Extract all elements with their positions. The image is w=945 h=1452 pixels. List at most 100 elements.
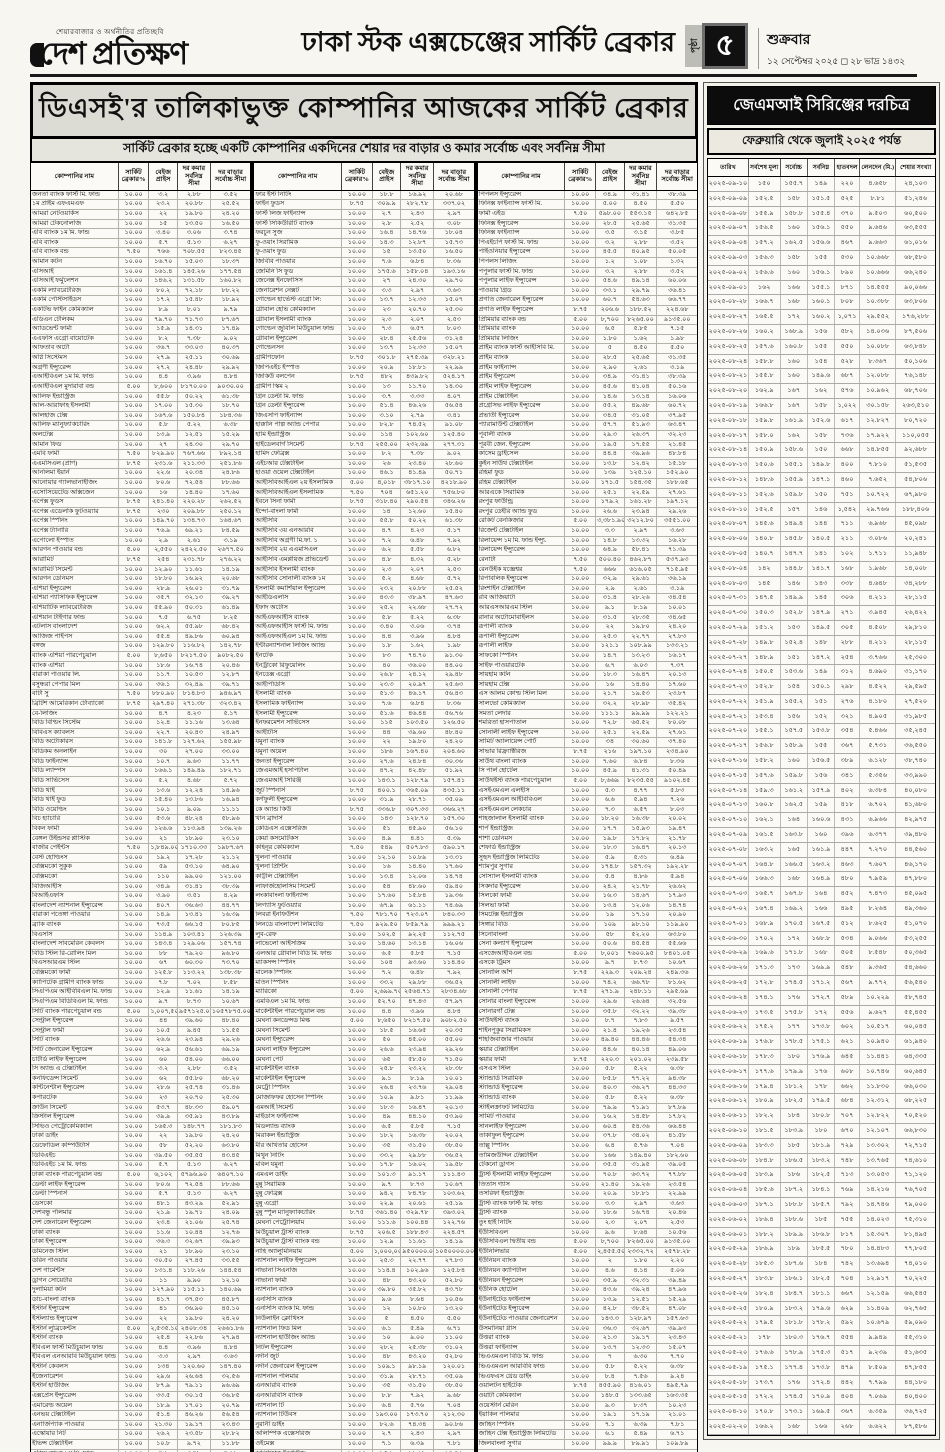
company-name-cell: কে অ্যান্ড কিউ: [254, 805, 343, 815]
table-header-cell: দর কমার সর্বনিম্ন সীমা: [625, 163, 658, 190]
value-cell: ২.০৭: [625, 1218, 658, 1228]
table-row: পূরবী জেন. ইন্স্যুরেন্স ১০.০০ ১৯.৫ ১৭.৫৫ ২১.…: [477, 440, 697, 451]
value-cell: ১০৮.৯৯: [625, 642, 658, 651]
value-cell: ১.৯৬৮: [860, 561, 897, 576]
value-cell: ১০.০০: [342, 296, 373, 306]
value-cell: ৯.৭: [596, 959, 625, 969]
value-cell: ৫১,০৭০: [904, 919, 928, 927]
table-row: আরএকে সিরামিক ১০.০০ ২৫.১ ২২.৫৯ ২৭.৬১: [477, 488, 697, 499]
value-cell: ২০.০২: [444, 1132, 463, 1140]
value-cell: ১০.০০: [119, 719, 150, 728]
value-cell: ২৩.৫৪: [668, 1180, 687, 1188]
value-cell: ১০.৫৩: [178, 671, 211, 680]
value-cell: ১০৪: [373, 959, 402, 969]
value-cell: ১৫৮.৯: [781, 739, 808, 754]
company-name-cell: ট্রাস্ট ইসলামী লাইফ ইন্স্যুরেন্স: [478, 1170, 566, 1180]
value-cell: ১৩.১৪: [401, 940, 435, 949]
value-cell: ৪৭.৪৩: [401, 997, 435, 1007]
gmi-table-row: ২০২৫-০৭-০৭ ১৬৪.৮ ১৬৬.৫ ১৬৩.২ ৪৬৩ ৭.৬০৭ ৪৬,১৭০: [708, 857, 935, 873]
value-cell: ১০.০০: [565, 1324, 597, 1334]
value-cell: ২৯.৬: [596, 997, 625, 1007]
value-cell: ১২৫.৮: [149, 969, 178, 978]
value-cell: ২৭.৮৩: [668, 632, 687, 640]
value-cell: ১০.০০: [342, 315, 373, 325]
table-row: গ্রামীণ স্কিম ২ ১০.০০ ১৩ ১১.৭০ ১৪.৩০: [254, 382, 474, 393]
value-cell: ৩১,৯৮৫: [904, 712, 928, 720]
value-cell: ৮০,৭২০: [904, 416, 928, 424]
company-name-cell: সি পার্ল হোটেল: [478, 767, 566, 776]
value-cell: ৪৪.৪৬: [625, 1036, 658, 1045]
company-name-cell: ট্রাস্ট ব্যাংক ফার্স্ট মি. ফান্ড: [478, 1199, 566, 1209]
value-cell: ৮.৭৫: [342, 200, 373, 209]
date-cell: ২০২৫-০৭-২২: [708, 694, 749, 709]
value-cell: ২০.১৩: [444, 1103, 463, 1111]
value-cell: ৯.৭৯: [223, 306, 238, 314]
table-row: এমারেল্ড অয়েল ১০.০০ ১৮.৯ ১৭.০১ ২০.৭৯: [31, 1401, 251, 1412]
value-cell: ৬৬.৭৮: [625, 978, 658, 988]
value-cell: ৬০.৩০: [178, 959, 211, 969]
newspaper-logo: দেশ প্রতিক্ষণ: [30, 38, 221, 69]
value-cell: ১০.০০: [342, 584, 373, 594]
date-cell: ২০২৫-০৪-১০: [708, 1405, 749, 1419]
value-cell: ১৭৯.৫: [808, 1094, 836, 1109]
value-cell: ৮,৬৬৯: [596, 776, 625, 786]
value-cell: ৭০৮.৫৫: [178, 248, 211, 257]
gmi-table-row: ২০২৫-০৭-০৯ ১৬১.৫ ১৬৩.৮ ১৬০ ৩৯৬ ৬.৩৭৭ ৩৯,৪৮০: [708, 828, 935, 843]
table-row: স্কয়ার ফার্মা ৮.৭৫ ২২০.৩ ২০১.০২ ২৩৯.৫৮: [477, 1055, 697, 1066]
gmi-table-row: ২০২৫-০৭-০১ ১৬৮.৯ ১৭০.৫ ১৬৭.৫ ৫১২ ৮.৬২৫ ৫১,০৭০: [708, 916, 935, 932]
value-cell: ১৬৬.৩: [749, 872, 781, 887]
company-name-cell: ফু-ওয়াং ফুড: [254, 248, 343, 257]
value-cell: ৮২৬৫.০০: [625, 1238, 658, 1247]
value-cell: ৮০.৬: [149, 479, 178, 488]
value-cell: ২৭.৯৪: [221, 1334, 240, 1342]
company-name-cell: আইসিবিআইএল ইসলামিক: [254, 488, 343, 498]
value-cell: ১৫৯.৩: [749, 783, 781, 798]
table-row: সিলকো ফার্মা ১০.০০ ১৬.৩ ১৪.৬৭ ১৭.৯৩: [477, 892, 697, 902]
value-cell: ৭৫১: [835, 487, 861, 502]
value-cell: ১০.০০: [565, 603, 597, 613]
value-cell: ৫.৫৮: [401, 546, 435, 555]
company-name-cell: মার্কেন্টাইল ব্যাংক: [254, 1065, 343, 1074]
value-cell: ১৫.১৮: [668, 459, 687, 467]
value-cell: ২৯.৭৯: [625, 286, 658, 296]
value-cell: ২৩০: [149, 507, 178, 517]
value-cell: ১০.০০: [119, 930, 150, 940]
table-row: কপারটেক ১০.০০ ২৩ ২০.৭০ ২৫.৩০: [31, 1094, 251, 1104]
value-cell: ৫.০০: [119, 1170, 150, 1180]
value-cell: ৭৬৭.৬৬: [178, 450, 211, 459]
table-row: তাকাফুল ইন্স্যুরেন্স ১০.০০ ৩৭.৮ ৩৪.০২ ৪১.৫৮: [477, 1132, 697, 1143]
gmi-table-header: তারিখ সর্বশেষ মূল্য সর্বোচ্চ সর্বনিম্ন হাতবদ…: [708, 159, 935, 177]
company-name-cell: ইস্টার্ন কেবলস: [31, 1363, 119, 1372]
value-cell: ৪৫৫.৯০: [596, 1382, 625, 1391]
value-cell: ১৭.৯৩: [668, 892, 687, 900]
value-cell: ৫৩.৯০: [444, 1113, 463, 1121]
value-cell: ১৫৫.৭: [781, 177, 808, 191]
value-cell: ৪.৬৯০: [860, 665, 897, 680]
value-cell: ৪৮: [373, 1353, 402, 1363]
company-name-cell: অগ্রণী ইন্স্যুরেন্স: [31, 363, 119, 373]
value-cell: ১১.৫৫: [221, 1026, 240, 1034]
value-cell: ১০.০০: [119, 1266, 150, 1276]
table-row: বিবিএস ক্যাবলস ১০.০০ ২২.৭ ২০.৪৩ ২৪.৯৭: [31, 728, 251, 739]
table-row: আমান কটন ১০.০০ ১৬.৭০ ১৫.০৩ ১৮.৩৭: [31, 258, 251, 268]
value-cell: ৪৭,৮৮০: [904, 875, 928, 883]
company-name-cell: আরএকে সিরামিক: [478, 488, 566, 498]
table-row: এটলাস বাংলাদেশ ১০.০০ ৬২.২ ৫৫.৯৮ ৬৮.৪২: [31, 623, 251, 633]
value-cell: ৭২.৮: [596, 719, 625, 728]
value-cell: ৫.৪৬৬: [860, 724, 897, 739]
table-row: যমুনা অয়েল ১০.০০ ১৮৬ ১৬৭.৪০ ২০৪.৬০: [254, 748, 474, 758]
value-cell: ৩.৭৪: [446, 623, 461, 631]
value-cell: ৯১.৩০: [444, 651, 463, 659]
company-name-cell: সিএপিএম আইবিবিএল মি. ফান্ড: [31, 988, 119, 997]
table-row: বার্জার পেইন্টস ৭.৫০ ১,৮৪৯.০০ ১৭১০.৩৩ ১৯৮৭.৬…: [31, 844, 251, 854]
value-cell: ১৬.৫০: [221, 219, 240, 227]
value-cell: ১.৮০: [596, 334, 625, 344]
table-row: একমি ল্যাবরেটরিজ ১০.০০ ৮০.২ ৭২.১৮ ৮৮.২২: [31, 286, 251, 297]
value-cell: ১৫০.৮৪: [178, 411, 211, 421]
value-cell: ৬.৫: [373, 949, 402, 959]
value-cell: ২৯৮: [835, 680, 861, 694]
company-name-cell: আনলিমা ইয়ার্ন: [31, 469, 119, 479]
value-cell: ৭৪,৬১০: [904, 1156, 928, 1164]
value-cell: ৫৩,২৫৫: [904, 934, 928, 942]
value-cell: ৫১.৯৩: [625, 421, 658, 430]
